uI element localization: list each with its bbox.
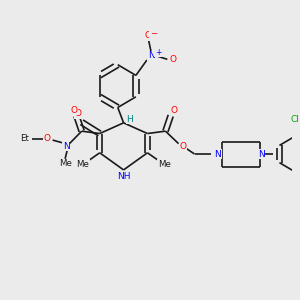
Text: O: O [179,142,186,151]
Text: O: O [144,31,151,40]
Text: Me: Me [59,159,71,168]
Text: Me: Me [158,160,171,169]
Text: H: H [127,115,134,124]
Text: O: O [170,106,177,115]
Text: N: N [63,142,70,151]
Text: Cl: Cl [290,115,299,124]
Text: N: N [258,149,265,158]
Text: NH: NH [117,172,130,181]
Text: Et: Et [20,134,29,143]
Text: N: N [148,51,154,60]
Text: +: + [155,48,161,57]
Text: O: O [169,55,176,64]
Text: O: O [75,110,82,118]
Text: Me: Me [76,160,89,169]
Text: N: N [214,149,221,158]
Text: O: O [71,106,78,115]
Text: O: O [44,134,51,143]
Text: −: − [150,29,157,38]
